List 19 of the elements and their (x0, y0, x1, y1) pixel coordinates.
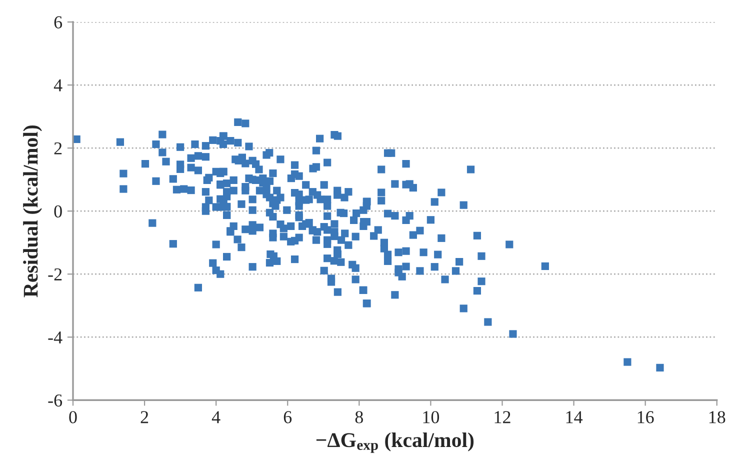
y-tick-label: 0 (54, 205, 62, 218)
x-tick-label: 8 (355, 411, 363, 424)
x-tick-label: 0 (69, 411, 77, 424)
x-tick-label: 10 (423, 411, 440, 424)
x-tick-label: 2 (140, 411, 148, 424)
x-tick-label: 14 (566, 411, 583, 424)
x-tick-label: 18 (709, 411, 726, 424)
y-tick-label: -6 (48, 394, 62, 407)
y-axis-title: Residual (kcal/mol) (23, 125, 42, 298)
y-tick-label: -4 (48, 331, 62, 344)
x-tick-label: 4 (212, 411, 220, 424)
x-axis-title: −ΔG$_{exp}$ (kcal/mol) (316, 432, 474, 453)
y-tick-label: 2 (54, 142, 62, 154)
x-tick-label: 16 (638, 411, 654, 424)
y-tick-label: 6 (54, 16, 62, 28)
y-tick-label: 4 (54, 79, 62, 92)
x-tick-label: 6 (284, 411, 292, 424)
x-tick-label: 12 (494, 411, 510, 424)
y-tick-label: -2 (48, 268, 62, 280)
